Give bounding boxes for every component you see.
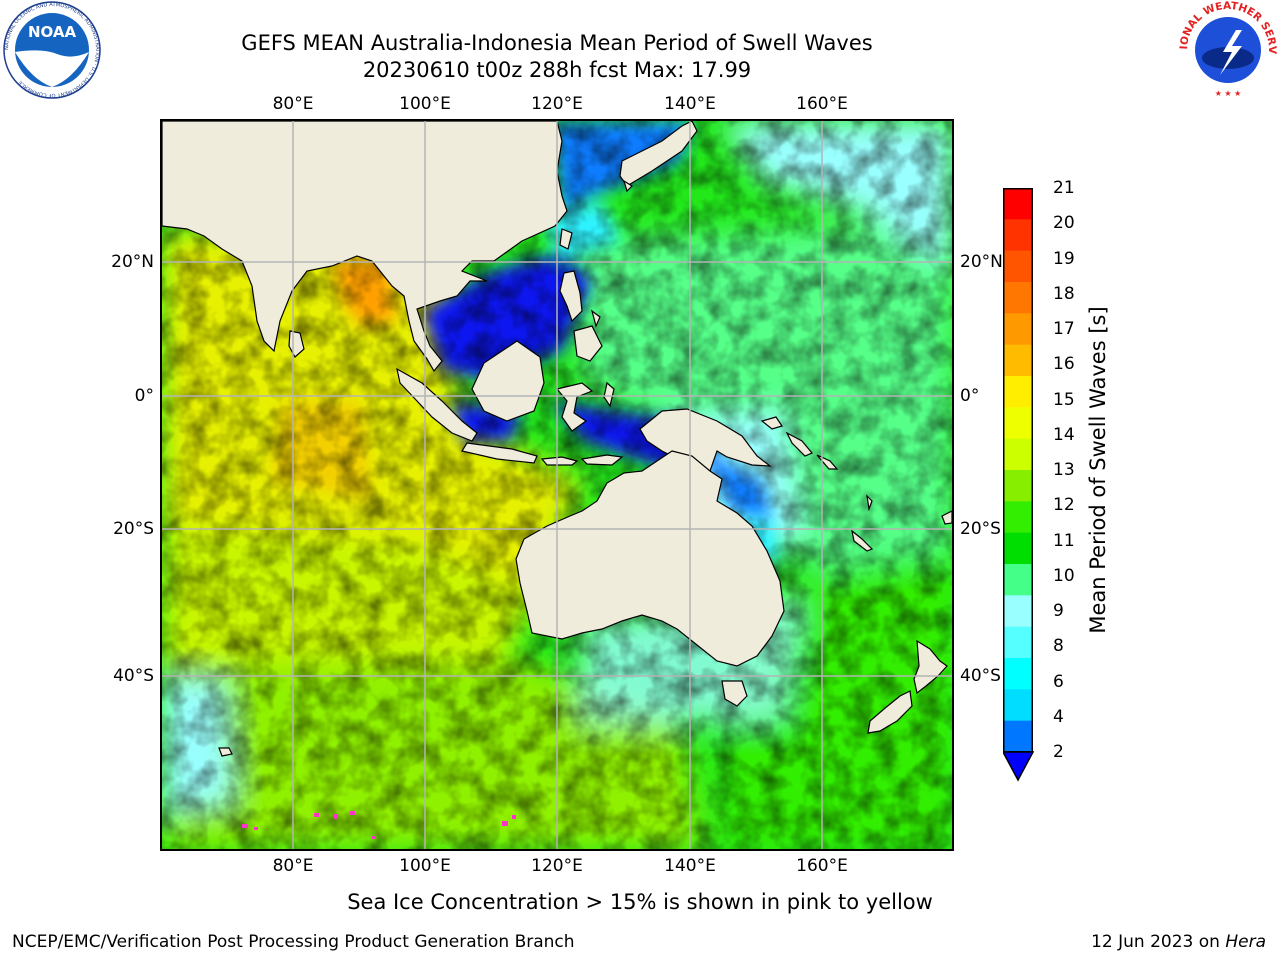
colorbar-tick-label: 9 bbox=[1053, 601, 1064, 621]
footer-date: 12 Jun 2023 on Hera bbox=[1091, 932, 1266, 952]
footer-date-text: 12 Jun 2023 on bbox=[1091, 932, 1220, 952]
colorbar-bands bbox=[1003, 188, 1033, 753]
svg-text:★ ★ ★: ★ ★ ★ bbox=[1215, 89, 1242, 98]
lat-label-right: 20°S bbox=[960, 519, 1001, 539]
colorbar-tick-label: 15 bbox=[1053, 389, 1075, 410]
colorbar-band bbox=[1003, 720, 1033, 753]
lon-label-bottom: 120°E bbox=[531, 856, 583, 876]
colorbar-band bbox=[1003, 658, 1033, 690]
colorbar-band bbox=[1003, 438, 1033, 471]
map-title: GEFS MEAN Australia-Indonesia Mean Perio… bbox=[241, 31, 873, 55]
colorbar-extend-arrow bbox=[1001, 751, 1035, 782]
colorbar-band bbox=[1003, 188, 1033, 220]
colorbar-tick-label: 13 bbox=[1053, 460, 1075, 480]
lat-label-left: 20°N bbox=[111, 252, 154, 272]
colorbar-tick-label: 10 bbox=[1053, 565, 1075, 586]
lon-label-top: 80°E bbox=[272, 94, 314, 114]
colorbar-band bbox=[1003, 407, 1033, 440]
colorbar-tick-label: 20 bbox=[1053, 213, 1075, 234]
swell-period-map bbox=[160, 119, 954, 851]
lat-label-left: 40°S bbox=[113, 666, 154, 686]
colorbar-tick-label: 16 bbox=[1053, 354, 1075, 375]
lon-label-bottom: 160°E bbox=[796, 856, 848, 876]
lon-label-top: 100°E bbox=[399, 94, 451, 114]
lat-label-left: 0° bbox=[134, 386, 154, 406]
lat-label-left: 20°S bbox=[113, 519, 154, 539]
colorbar-band bbox=[1003, 376, 1033, 408]
colorbar-band bbox=[1003, 313, 1033, 346]
colorbar-band bbox=[1003, 564, 1033, 596]
colorbar-band bbox=[1003, 250, 1033, 283]
footer-host: Hera bbox=[1225, 932, 1266, 952]
colorbar-tick-label: 11 bbox=[1053, 530, 1075, 551]
colorbar-tick-label: 12 bbox=[1053, 495, 1075, 516]
colorbar-band bbox=[1003, 219, 1033, 252]
nws-logo: NATIONAL WEATHER SERVICE ★ ★ ★ bbox=[1174, 0, 1278, 104]
footer-organization: NCEP/EMC/Verification Post Processing Pr… bbox=[12, 932, 575, 952]
lon-label-top: 120°E bbox=[531, 94, 583, 114]
colorbar-tick-label: 17 bbox=[1053, 319, 1075, 339]
colorbar-band bbox=[1003, 470, 1033, 502]
sea-ice-specks bbox=[242, 811, 516, 839]
colorbar-tick-label: 2 bbox=[1053, 742, 1064, 762]
lat-label-right: 20°N bbox=[960, 252, 1003, 272]
lon-label-bottom: 100°E bbox=[399, 856, 451, 876]
colorbar-band bbox=[1003, 532, 1033, 565]
lon-label-top: 140°E bbox=[664, 94, 716, 114]
colorbar-tick-label: 21 bbox=[1053, 178, 1075, 198]
colorbar-tick-label: 19 bbox=[1053, 248, 1075, 269]
colorbar-tick-label: 18 bbox=[1053, 283, 1075, 304]
colorbar-band bbox=[1003, 626, 1033, 659]
land-masses bbox=[162, 121, 952, 757]
graticule bbox=[162, 121, 952, 849]
sea-ice-note: Sea Ice Concentration > 15% is shown in … bbox=[347, 890, 933, 914]
colorbar-band bbox=[1003, 595, 1033, 628]
colorbar-tick-label: 8 bbox=[1053, 636, 1064, 657]
colorbar-tick-label: 6 bbox=[1053, 671, 1064, 692]
colorbar-band bbox=[1003, 282, 1033, 314]
colorbar-band bbox=[1003, 689, 1033, 722]
lat-label-right: 0° bbox=[960, 386, 980, 406]
colorbar-band bbox=[1003, 344, 1033, 377]
lon-label-top: 160°E bbox=[796, 94, 848, 114]
lon-label-bottom: 80°E bbox=[272, 856, 314, 876]
noaa-logo-text: NOAA bbox=[28, 23, 77, 41]
map-subtitle: 20230610 t00z 288h fcst Max: 17.99 bbox=[362, 58, 752, 82]
colorbar-tick-label: 4 bbox=[1053, 706, 1064, 727]
colorbar-band bbox=[1003, 501, 1033, 534]
lat-label-right: 40°S bbox=[960, 666, 1001, 686]
colorbar bbox=[1001, 188, 1035, 792]
lon-label-bottom: 140°E bbox=[664, 856, 716, 876]
colorbar-tick-label: 14 bbox=[1053, 424, 1075, 445]
colorbar-title: Mean Period of Swell Waves [s] bbox=[1086, 306, 1110, 634]
noaa-logo: NOAA NATIONAL OCEANIC AND ATMOSPHERIC AD… bbox=[2, 0, 102, 104]
